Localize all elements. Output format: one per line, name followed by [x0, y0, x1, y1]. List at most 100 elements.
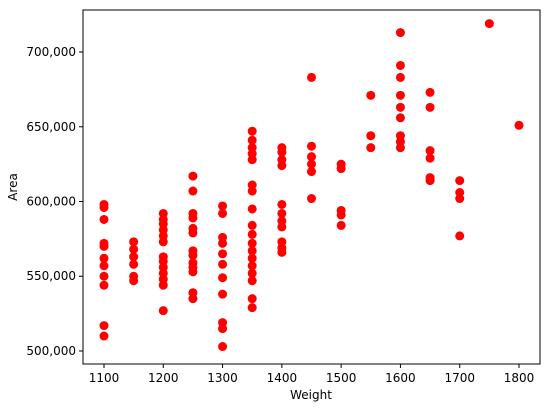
- point: [188, 213, 198, 223]
- point: [129, 259, 139, 269]
- point: [99, 214, 109, 224]
- y-tick-label: 600,000: [26, 195, 76, 209]
- point: [247, 220, 257, 230]
- point: [218, 249, 228, 259]
- point: [188, 171, 198, 181]
- point: [514, 120, 524, 130]
- point: [336, 220, 346, 230]
- point: [455, 194, 465, 204]
- point: [425, 102, 435, 112]
- point: [188, 228, 198, 238]
- y-tick-label: 650,000: [26, 120, 76, 134]
- point: [307, 141, 316, 151]
- point: [366, 143, 376, 153]
- point: [395, 102, 405, 112]
- x-tick-label: 1100: [89, 371, 120, 385]
- point: [99, 241, 109, 251]
- point: [247, 246, 257, 256]
- x-tick-label: 1800: [504, 371, 535, 385]
- point: [247, 253, 257, 263]
- point: [277, 208, 287, 218]
- point: [188, 186, 198, 196]
- point: [425, 146, 435, 156]
- point: [99, 202, 109, 212]
- point: [307, 72, 316, 82]
- point: [455, 231, 465, 241]
- y-axis-label: Area: [6, 173, 20, 201]
- point: [247, 294, 257, 304]
- point: [307, 167, 316, 177]
- point: [129, 237, 139, 247]
- point: [395, 90, 405, 100]
- point: [395, 60, 405, 70]
- point: [129, 276, 139, 286]
- point: [99, 321, 109, 331]
- point: [218, 342, 228, 352]
- point: [218, 259, 228, 269]
- point: [158, 280, 168, 290]
- point: [247, 238, 257, 248]
- x-axis-label: Weight: [290, 388, 332, 402]
- point: [484, 19, 494, 29]
- y-tick-label: 550,000: [26, 269, 76, 283]
- point: [99, 253, 109, 263]
- point: [188, 294, 198, 304]
- point: [247, 303, 257, 313]
- point: [247, 155, 257, 165]
- point: [366, 131, 376, 141]
- point: [247, 204, 257, 214]
- point: [425, 153, 435, 163]
- point: [218, 324, 228, 334]
- point: [395, 28, 405, 38]
- point: [247, 186, 257, 196]
- point: [129, 252, 139, 262]
- point: [247, 268, 257, 278]
- point: [218, 289, 228, 299]
- point: [218, 208, 228, 218]
- point: [247, 276, 257, 286]
- y-tick-label: 700,000: [26, 45, 76, 59]
- point: [277, 199, 287, 209]
- x-tick-label: 1200: [148, 371, 179, 385]
- point: [307, 159, 316, 169]
- point: [247, 126, 257, 136]
- point: [218, 201, 228, 211]
- point: [129, 244, 139, 254]
- plot-frame: [82, 9, 541, 365]
- point: [366, 90, 376, 100]
- point: [277, 247, 287, 257]
- point: [395, 72, 405, 82]
- point: [336, 210, 346, 220]
- point: [395, 143, 405, 153]
- point: [425, 176, 435, 186]
- point: [218, 273, 228, 283]
- point: [99, 271, 109, 281]
- point: [99, 261, 109, 271]
- point: [277, 222, 287, 232]
- point: [188, 250, 198, 260]
- point: [277, 161, 287, 171]
- point: [158, 237, 168, 247]
- point: [455, 176, 465, 186]
- point: [307, 152, 316, 162]
- y-tick-label: 500,000: [26, 344, 76, 358]
- point: [247, 229, 257, 239]
- x-tick-label: 1600: [385, 371, 416, 385]
- point: [336, 164, 346, 174]
- point: [247, 135, 257, 145]
- point: [247, 261, 257, 271]
- point: [99, 331, 109, 341]
- x-tick-label: 1300: [207, 371, 238, 385]
- point: [425, 87, 435, 97]
- point: [99, 280, 109, 290]
- point: [395, 113, 405, 123]
- point: [218, 238, 228, 248]
- point: [277, 147, 287, 157]
- point: [307, 194, 316, 204]
- x-tick-label: 1700: [444, 371, 475, 385]
- x-tick-label: 1400: [267, 371, 298, 385]
- x-tick-label: 1500: [326, 371, 357, 385]
- point: [188, 267, 198, 277]
- point: [158, 306, 168, 316]
